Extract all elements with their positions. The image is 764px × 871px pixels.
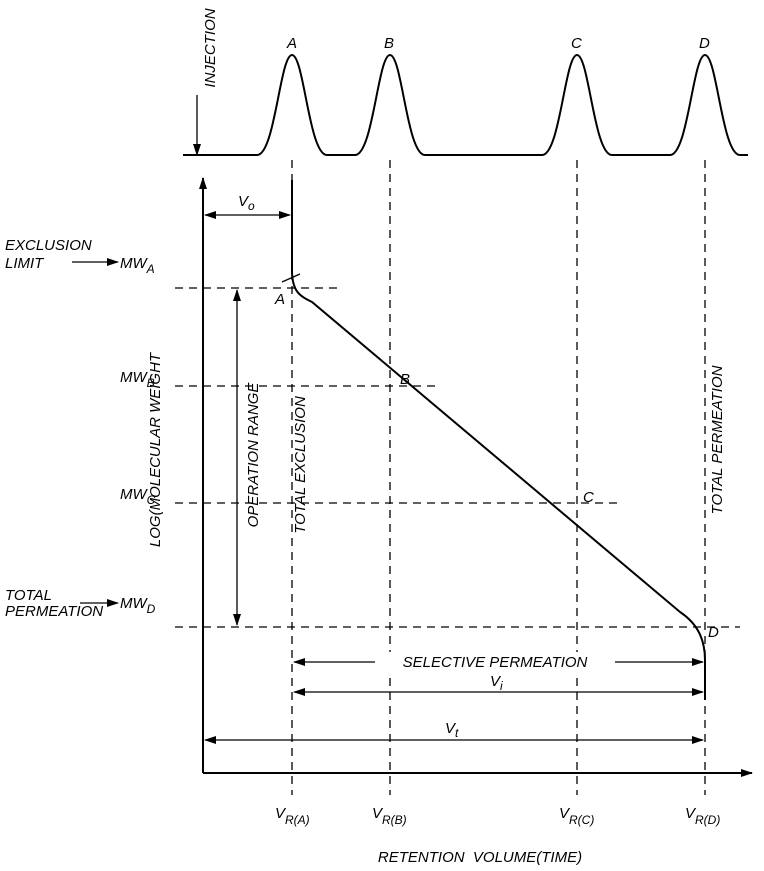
mw-sub: C (147, 493, 156, 507)
x-label-sub: R(D) (695, 813, 720, 827)
mw-sub: A (146, 262, 155, 276)
curve-point-label: D (708, 624, 719, 641)
v0-label: Vo (238, 193, 255, 213)
x-label-sub: R(A) (285, 813, 310, 827)
x-label-base: V (559, 805, 571, 822)
vi-sub: i (500, 679, 503, 693)
mw-base: MW (120, 369, 148, 386)
v0-base: V (238, 193, 250, 210)
calibration-curve (291, 180, 706, 700)
mw-label: MWA (120, 255, 155, 276)
mw-base: MW (120, 486, 148, 503)
curve-point-label: A (274, 291, 285, 308)
exclusion-limit-label: EXCLUSION (5, 237, 92, 254)
mw-sub: B (147, 376, 155, 390)
y-axis-label: LOG(MOLECULAR WEIGHT (147, 351, 164, 547)
mw-sub: D (147, 602, 156, 616)
exclusion-limit-label: LIMIT (5, 255, 45, 272)
x-label: VR(C) (559, 805, 594, 827)
x-label: VR(B) (372, 805, 407, 827)
chromatogram (183, 53, 748, 156)
mw-label: MWC (120, 486, 156, 507)
vi-base: V (490, 673, 502, 690)
peak-label: C (571, 35, 582, 52)
x-label: VR(D) (685, 805, 720, 827)
injection-label: INJECTION (202, 8, 219, 87)
x-label-base: V (685, 805, 697, 822)
total-permeation-right-label: TOTAL PERMEATION (709, 365, 726, 514)
vi-label: Vi (490, 673, 503, 693)
vt-label: Vt (445, 720, 459, 740)
peak-label: A (286, 35, 297, 52)
x-label-sub: R(C) (569, 813, 594, 827)
curve-point-label: B (400, 371, 410, 388)
x-label-base: V (275, 805, 287, 822)
peak-label: D (699, 35, 710, 52)
selective-permeation-label: SELECTIVE PERMEATION (403, 654, 588, 671)
label-bg (375, 652, 615, 672)
total-exclusion-label: TOTAL EXCLUSION (292, 396, 309, 534)
mw-label: MWB (120, 369, 155, 390)
mw-label: MWD (120, 595, 156, 616)
peak-label: B (384, 35, 394, 52)
mw-base: MW (120, 255, 148, 272)
x-label: VR(A) (275, 805, 310, 827)
total-permeation-label: PERMEATION (5, 603, 103, 620)
mw-base: MW (120, 595, 148, 612)
x-axis-label: RETENTION VOLUME(TIME) (378, 849, 582, 866)
operation-range-label: OPERATION RANGE (245, 382, 262, 528)
vt-sub: t (455, 726, 459, 740)
tick (281, 273, 301, 283)
curve-point-label: C (583, 489, 594, 506)
v0-sub: o (248, 199, 255, 213)
x-label-base: V (372, 805, 384, 822)
total-permeation-label: TOTAL (5, 587, 52, 604)
vt-base: V (445, 720, 457, 737)
x-label-sub: R(B) (382, 813, 407, 827)
